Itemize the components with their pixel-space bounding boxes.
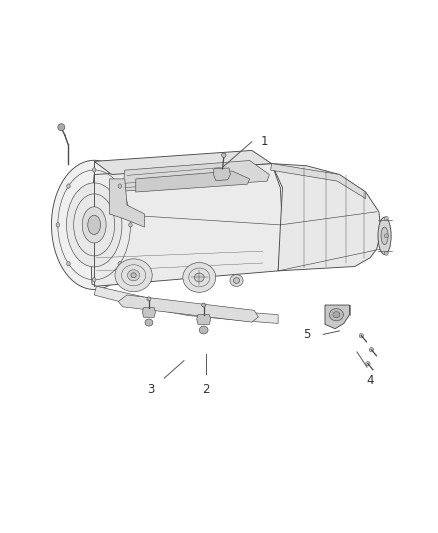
- Text: 5: 5: [304, 328, 311, 341]
- Text: 1: 1: [261, 135, 268, 148]
- Ellipse shape: [233, 278, 240, 284]
- Ellipse shape: [222, 153, 226, 157]
- Ellipse shape: [67, 184, 70, 188]
- Polygon shape: [325, 305, 350, 329]
- Ellipse shape: [183, 263, 216, 292]
- Ellipse shape: [147, 297, 151, 301]
- Polygon shape: [110, 179, 145, 227]
- Polygon shape: [197, 314, 211, 324]
- Polygon shape: [142, 308, 155, 317]
- Ellipse shape: [92, 168, 96, 172]
- Polygon shape: [136, 171, 250, 192]
- Ellipse shape: [118, 184, 122, 188]
- Ellipse shape: [118, 262, 122, 266]
- Ellipse shape: [329, 309, 343, 321]
- Ellipse shape: [131, 273, 136, 278]
- Ellipse shape: [67, 262, 70, 266]
- Ellipse shape: [333, 312, 340, 318]
- Ellipse shape: [52, 160, 137, 289]
- Ellipse shape: [92, 278, 96, 282]
- Ellipse shape: [378, 217, 391, 254]
- Ellipse shape: [129, 223, 132, 227]
- Ellipse shape: [127, 270, 140, 281]
- Ellipse shape: [359, 334, 364, 338]
- Ellipse shape: [56, 223, 60, 227]
- Ellipse shape: [115, 259, 152, 292]
- Ellipse shape: [366, 361, 370, 366]
- Text: 4: 4: [366, 374, 374, 387]
- Polygon shape: [118, 295, 258, 322]
- Ellipse shape: [199, 326, 208, 334]
- Polygon shape: [271, 164, 366, 199]
- Ellipse shape: [381, 227, 388, 245]
- Polygon shape: [94, 150, 272, 174]
- Ellipse shape: [67, 183, 122, 267]
- Text: 3: 3: [148, 383, 155, 395]
- Ellipse shape: [88, 215, 101, 235]
- Ellipse shape: [194, 273, 204, 282]
- Text: 2: 2: [202, 383, 210, 395]
- Polygon shape: [94, 286, 278, 324]
- Polygon shape: [214, 168, 230, 181]
- Ellipse shape: [385, 252, 389, 255]
- Polygon shape: [123, 160, 269, 191]
- Polygon shape: [90, 164, 283, 286]
- Polygon shape: [272, 164, 381, 271]
- Ellipse shape: [230, 274, 243, 286]
- Ellipse shape: [385, 234, 389, 238]
- Ellipse shape: [369, 348, 374, 352]
- Ellipse shape: [145, 319, 153, 326]
- Ellipse shape: [385, 216, 389, 220]
- Ellipse shape: [201, 303, 206, 307]
- Ellipse shape: [58, 124, 65, 131]
- Ellipse shape: [82, 207, 106, 243]
